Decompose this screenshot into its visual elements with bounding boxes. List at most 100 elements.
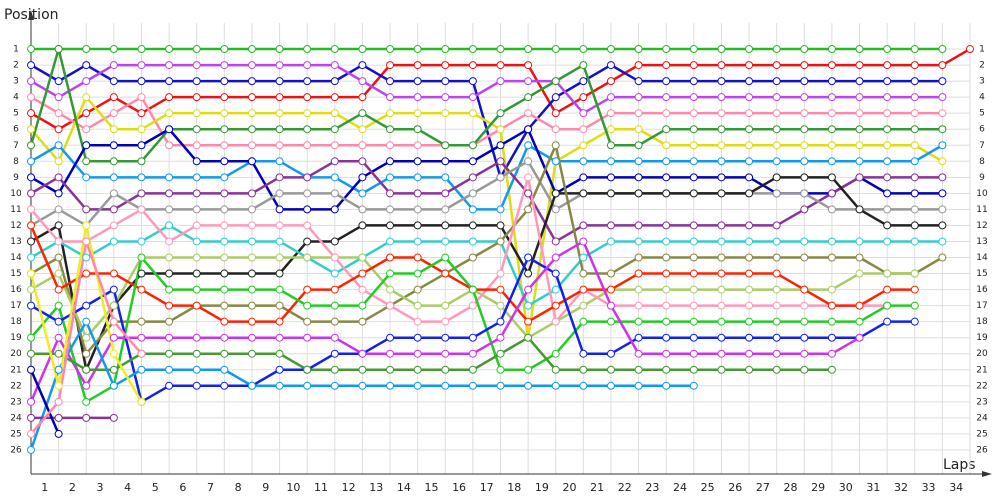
lap-marker xyxy=(386,61,395,70)
lap-marker xyxy=(137,157,146,166)
lap-marker xyxy=(303,253,312,262)
lap-marker xyxy=(165,45,174,54)
lap-marker xyxy=(662,381,671,390)
lap-marker xyxy=(745,77,754,86)
lap-marker xyxy=(579,61,588,70)
lap-marker xyxy=(772,157,781,166)
lap-marker xyxy=(165,61,174,70)
lap-marker xyxy=(109,125,118,134)
lap-marker xyxy=(220,237,229,246)
lap-marker xyxy=(54,349,63,358)
lap-marker xyxy=(855,301,864,310)
lap-marker xyxy=(303,173,312,182)
lap-marker xyxy=(27,141,35,150)
lap-marker xyxy=(137,397,146,406)
lap-marker xyxy=(910,157,919,166)
y-tick-label: 7 xyxy=(13,141,19,151)
lap-marker xyxy=(524,125,533,134)
lap-marker xyxy=(109,333,118,342)
lap-marker xyxy=(330,301,339,310)
lap-marker xyxy=(524,285,533,294)
lap-marker xyxy=(524,253,533,262)
y-tick-label: 13 xyxy=(10,237,21,247)
lap-marker xyxy=(496,173,505,182)
lap-marker xyxy=(27,93,35,102)
lap-marker xyxy=(855,157,864,166)
lap-marker xyxy=(496,205,505,214)
lap-marker xyxy=(165,189,174,198)
lap-marker xyxy=(275,157,284,166)
lap-marker xyxy=(165,301,174,310)
lap-marker xyxy=(82,269,91,278)
series-line xyxy=(29,369,60,435)
lap-marker xyxy=(689,93,698,102)
lap-marker xyxy=(303,333,312,342)
lap-marker xyxy=(717,141,726,150)
lap-marker xyxy=(137,253,146,262)
lap-marker xyxy=(827,333,836,342)
lap-marker xyxy=(827,173,836,182)
y-tick-label: 5 xyxy=(13,109,19,119)
lap-marker xyxy=(910,205,919,214)
lap-marker xyxy=(606,317,615,326)
lap-marker xyxy=(330,125,339,134)
lap-marker xyxy=(330,205,339,214)
y-tick-label: 14 xyxy=(10,253,22,263)
lap-marker xyxy=(137,237,146,246)
lap-marker xyxy=(745,333,754,342)
lap-marker xyxy=(855,45,864,54)
lap-marker xyxy=(82,45,91,54)
lap-marker xyxy=(386,349,395,358)
lap-marker xyxy=(717,109,726,118)
lap-marker xyxy=(192,349,201,358)
lap-marker xyxy=(386,205,395,214)
lap-marker xyxy=(386,125,395,134)
lap-marker xyxy=(883,93,892,102)
lap-marker xyxy=(827,237,836,246)
lap-marker xyxy=(27,61,35,70)
y-tick-label-right: 9 xyxy=(979,173,985,183)
lap-marker xyxy=(358,205,367,214)
lap-marker xyxy=(662,157,671,166)
lap-marker xyxy=(496,285,505,294)
lap-marker xyxy=(358,77,367,86)
lap-marker xyxy=(883,61,892,70)
lap-marker xyxy=(358,253,367,262)
lap-marker xyxy=(109,381,118,390)
lap-marker xyxy=(579,349,588,358)
lap-marker xyxy=(827,61,836,70)
x-tick-label: 7 xyxy=(207,481,214,494)
lap-marker xyxy=(634,189,643,198)
lap-marker xyxy=(938,221,947,230)
lap-marker xyxy=(883,109,892,118)
lap-marker xyxy=(800,61,809,70)
lap-marker xyxy=(82,365,91,374)
lap-marker xyxy=(579,221,588,230)
y-tick-label-right: 4 xyxy=(979,93,985,103)
lap-marker xyxy=(717,173,726,182)
lap-marker xyxy=(606,189,615,198)
lap-marker xyxy=(524,141,533,150)
lap-marker xyxy=(413,301,422,310)
lap-marker xyxy=(192,61,201,70)
lap-marker xyxy=(966,45,974,54)
lap-marker xyxy=(441,333,450,342)
lap-marker xyxy=(800,45,809,54)
lap-marker xyxy=(800,237,809,246)
lap-marker xyxy=(413,349,422,358)
lap-marker xyxy=(551,109,560,118)
lap-marker xyxy=(82,253,91,262)
lap-marker xyxy=(910,221,919,230)
lap-marker xyxy=(772,237,781,246)
series-line xyxy=(30,176,888,323)
lap-marker xyxy=(745,301,754,310)
lap-marker xyxy=(192,173,201,182)
lap-marker xyxy=(827,317,836,326)
lap-marker xyxy=(27,397,35,406)
y-tick-label: 22 xyxy=(10,381,21,391)
lap-marker xyxy=(303,77,312,86)
lap-marker xyxy=(524,157,533,166)
lap-marker xyxy=(275,125,284,134)
lap-marker xyxy=(386,77,395,86)
lap-marker xyxy=(109,269,118,278)
